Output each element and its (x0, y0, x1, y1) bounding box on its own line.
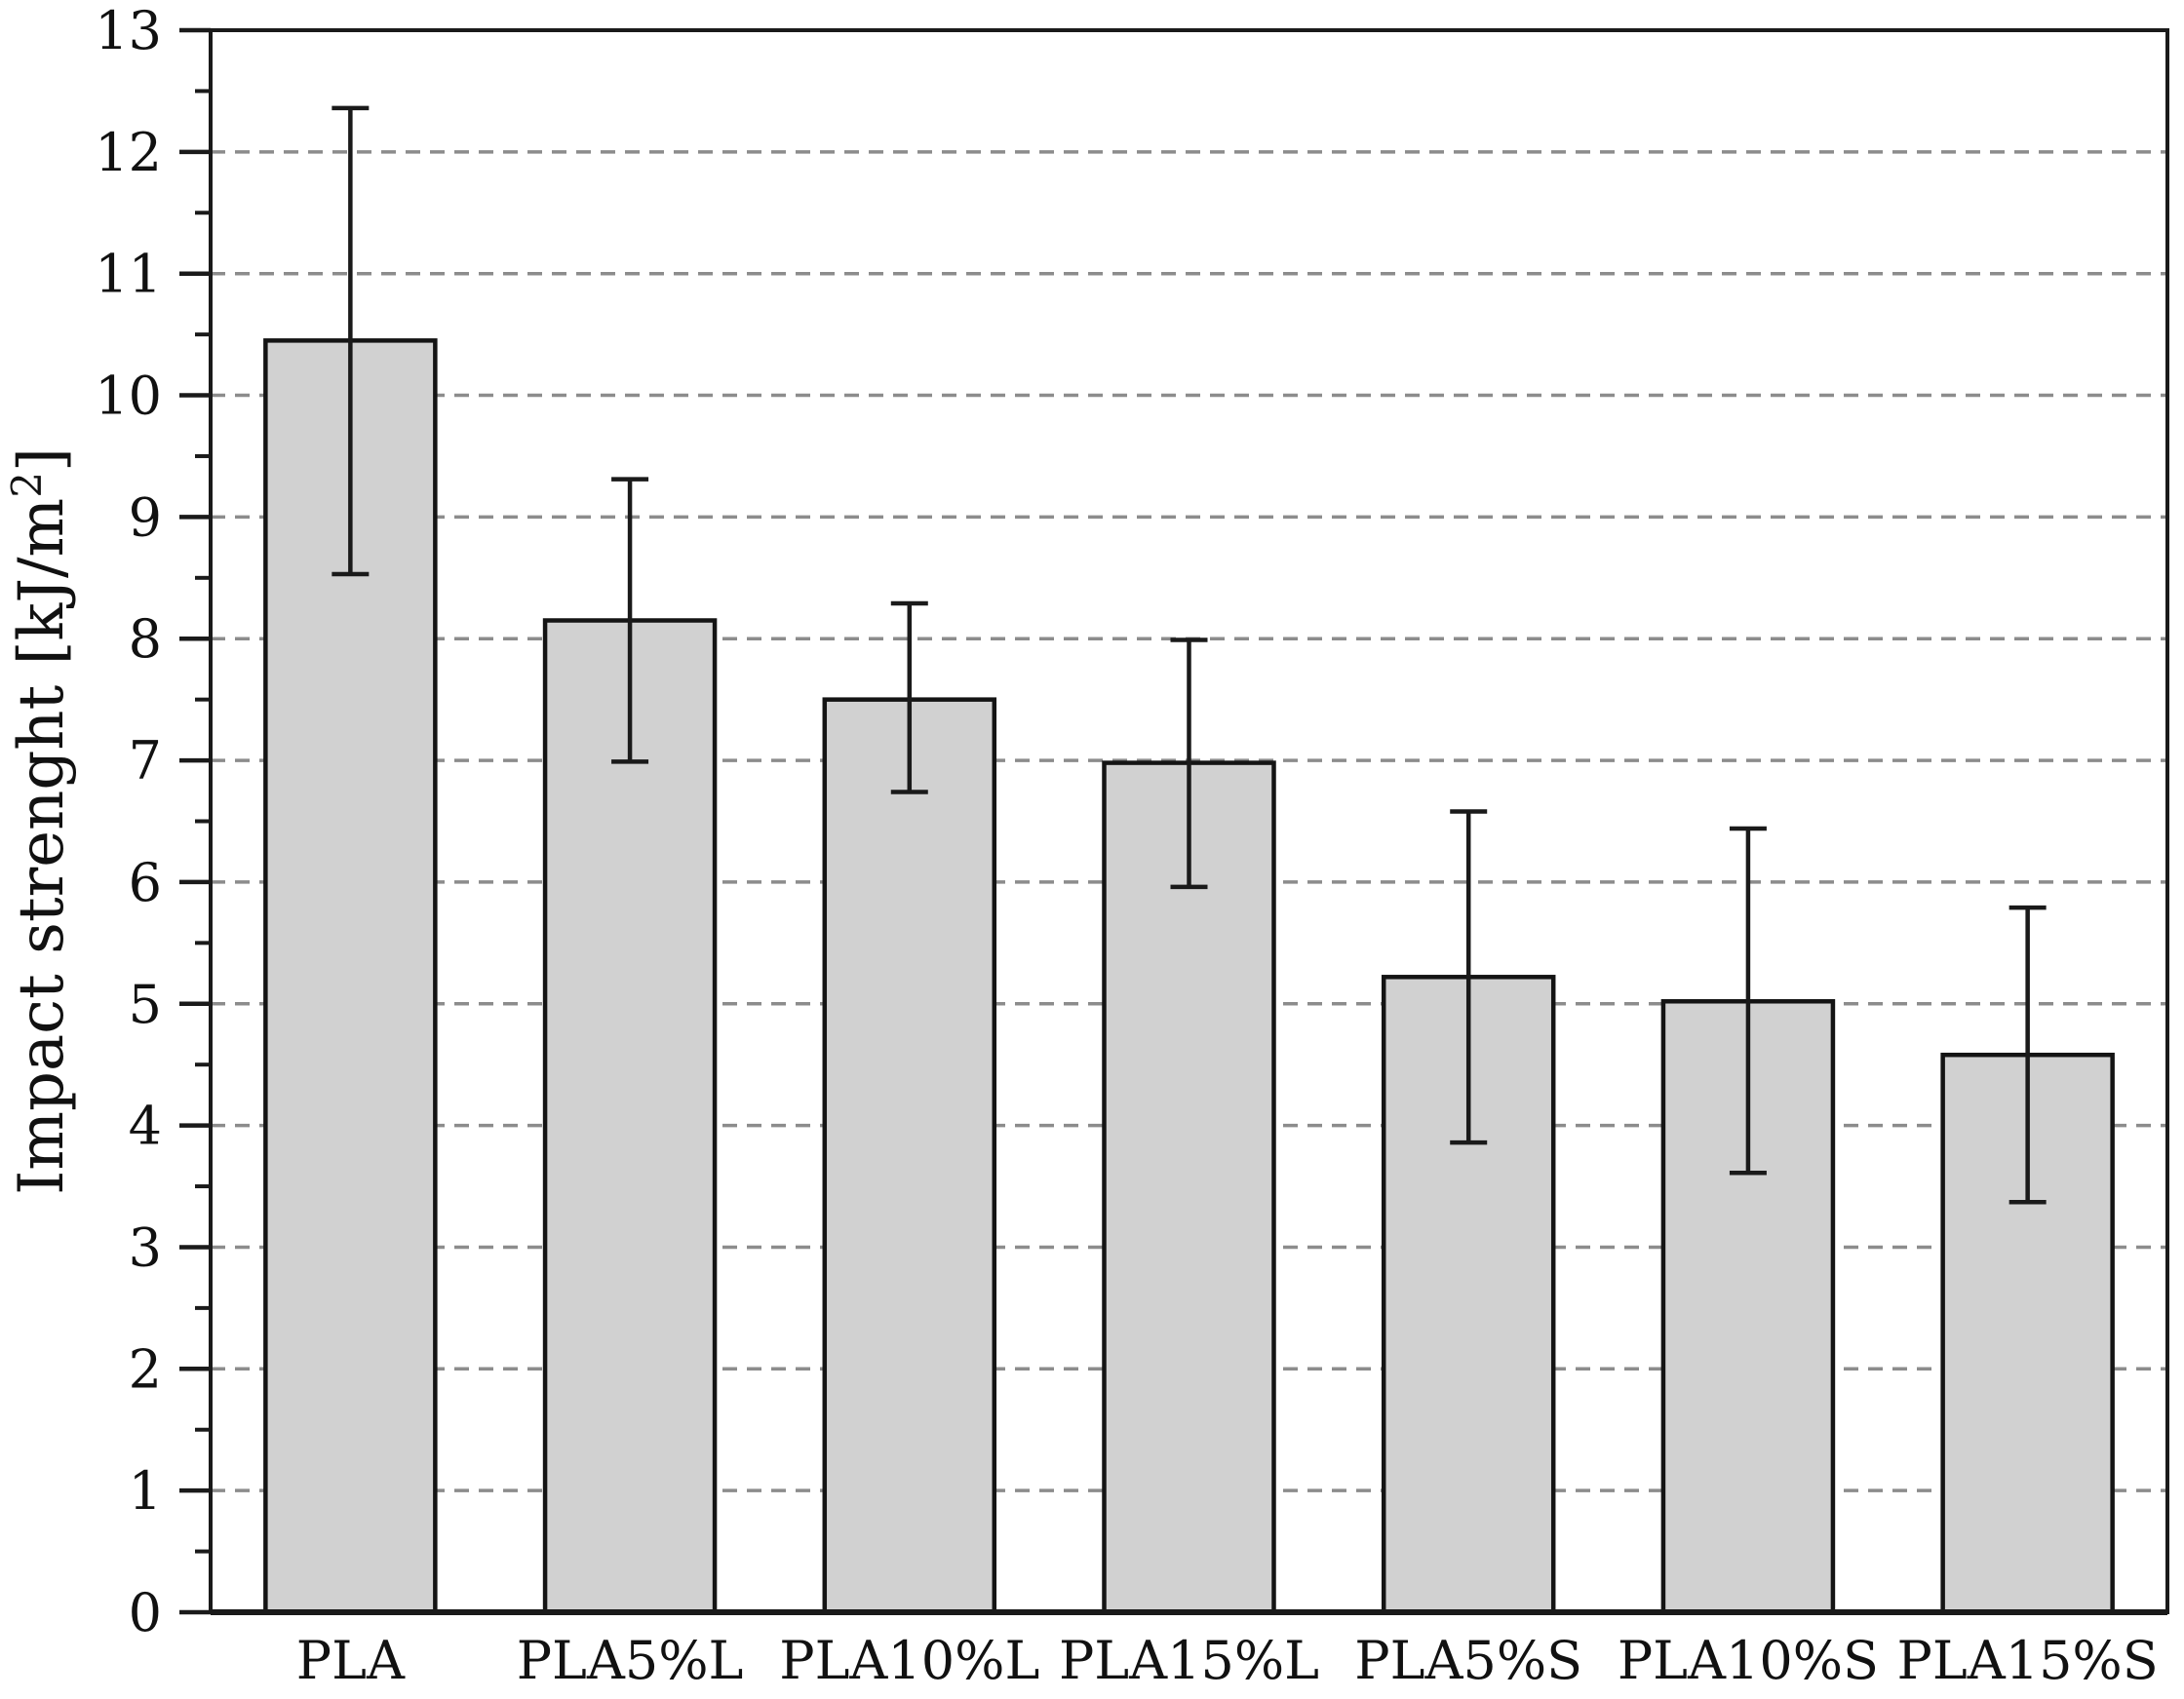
y-tick-label: 6 (129, 852, 162, 913)
bar (542, 618, 718, 1615)
y-tick-label: 9 (129, 486, 162, 548)
x-tick-label: PLA15%L (1059, 1630, 1319, 1691)
y-axis-label-superscript: 2 (3, 472, 51, 498)
y-tick-label: 5 (129, 974, 162, 1035)
bar (822, 697, 997, 1615)
y-tick-label: 12 (95, 122, 162, 183)
y-tick-label: 4 (129, 1096, 162, 1157)
x-tick-label: PLA10%L (779, 1630, 1039, 1691)
y-tick-label: 8 (129, 608, 162, 670)
x-tick-label: PLA10%S (1618, 1630, 1879, 1691)
x-tick-label: PLA5%S (1354, 1630, 1582, 1691)
x-tick-label: PLA15%S (1897, 1630, 2159, 1691)
y-tick-label: 2 (129, 1338, 162, 1400)
y-tick-label: 0 (129, 1582, 162, 1643)
y-axis-label-close: ] (6, 447, 78, 472)
y-tick-label: 11 (95, 244, 162, 305)
y-tick-label: 1 (129, 1460, 162, 1522)
y-tick-label: 10 (95, 366, 162, 427)
x-tick-label: PLA5%L (517, 1630, 744, 1691)
y-axis-label-main: Impact strenght [kJ/m (6, 498, 78, 1195)
bar (1102, 760, 1276, 1615)
y-tick-label: 3 (129, 1216, 162, 1278)
y-tick-label: 13 (95, 0, 162, 61)
y-axis-label: Impact strenght [kJ/m2] (3, 447, 78, 1195)
x-tick-label: PLA (296, 1630, 406, 1691)
y-tick-label: 7 (129, 730, 162, 792)
